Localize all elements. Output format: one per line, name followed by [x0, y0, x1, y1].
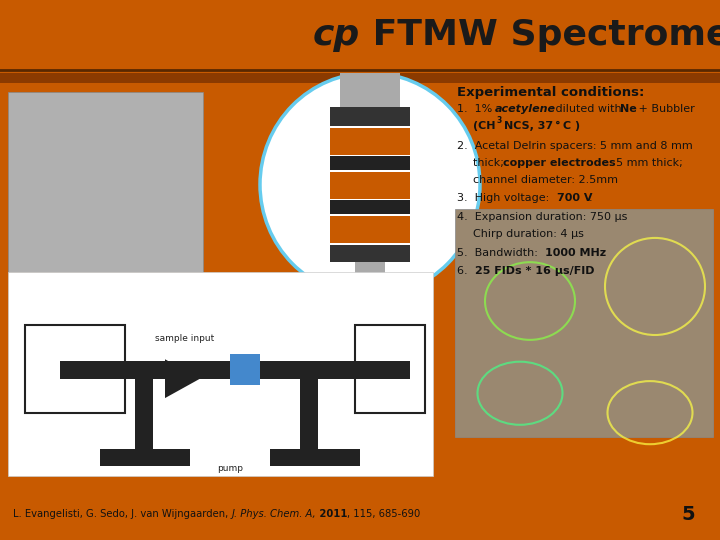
Bar: [290, 361, 410, 379]
Bar: [230, 354, 260, 386]
Text: FTMW Spectrometer: FTMW Spectrometer: [360, 18, 720, 52]
Text: C ): C ): [563, 121, 580, 131]
Text: Experimental conditions:: Experimental conditions:: [457, 85, 644, 98]
Text: J. Phys. Chem. A,: J. Phys. Chem. A,: [231, 509, 316, 519]
Text: + Bubbler: + Bubbler: [635, 104, 695, 114]
Text: 3.  High voltage:: 3. High voltage:: [457, 193, 553, 204]
Bar: [330, 128, 410, 156]
Text: L. Evangelisti, G. Sedo, J. van Wijngaarden,: L. Evangelisti, G. Sedo, J. van Wijngaar…: [13, 509, 231, 519]
Bar: [135, 379, 153, 451]
Bar: [355, 262, 385, 282]
Bar: [330, 245, 410, 262]
Text: Ne: Ne: [620, 104, 636, 114]
Bar: [340, 73, 400, 107]
Text: 1.  1%: 1. 1%: [457, 104, 496, 114]
Text: diluted with: diluted with: [552, 104, 625, 114]
Text: : 5 mm thick;: : 5 mm thick;: [609, 158, 683, 168]
Text: acetylene: acetylene: [495, 104, 556, 114]
Text: NCS, 37: NCS, 37: [504, 121, 553, 131]
Bar: [455, 209, 713, 437]
Ellipse shape: [260, 73, 480, 296]
Bar: [8, 92, 203, 272]
Text: (CH: (CH: [473, 121, 495, 131]
Bar: [355, 325, 425, 413]
Text: 6.: 6.: [457, 266, 474, 276]
Bar: [270, 449, 360, 466]
Bar: [330, 172, 410, 199]
Text: Chirp duration: 4 μs: Chirp duration: 4 μs: [473, 229, 584, 239]
Text: 2.  Acetal Delrin spacers: 5 mm and 8 mm: 2. Acetal Delrin spacers: 5 mm and 8 mm: [457, 141, 693, 151]
Bar: [60, 361, 360, 379]
Polygon shape: [165, 359, 200, 398]
Bar: [330, 215, 410, 243]
Bar: [0, 73, 720, 83]
Text: 5.  Bandwidth:: 5. Bandwidth:: [457, 248, 541, 258]
Text: 4.  Expansion duration: 750 μs: 4. Expansion duration: 750 μs: [457, 212, 627, 222]
Text: channel diameter: 2.5mm: channel diameter: 2.5mm: [473, 175, 618, 185]
Text: , 115, 685-690: , 115, 685-690: [348, 509, 420, 519]
Text: 2011: 2011: [316, 509, 348, 519]
Text: sample input: sample input: [155, 334, 215, 343]
Text: copper electrodes: copper electrodes: [503, 158, 616, 168]
Bar: [300, 379, 318, 451]
Text: .: .: [589, 193, 593, 204]
Bar: [330, 107, 410, 126]
Text: 25 FIDs * 16 μs/FID: 25 FIDs * 16 μs/FID: [475, 266, 595, 276]
Bar: [330, 157, 410, 170]
Bar: [8, 272, 433, 476]
Text: 3: 3: [497, 116, 503, 125]
Text: 5: 5: [681, 505, 695, 524]
Bar: [25, 325, 125, 413]
Text: cp: cp: [312, 18, 360, 52]
Text: pump: pump: [217, 464, 243, 473]
Text: 700 V: 700 V: [557, 193, 593, 204]
Text: thick;: thick;: [473, 158, 508, 168]
Bar: [330, 200, 410, 214]
Text: °: °: [555, 121, 561, 131]
Bar: [100, 449, 190, 466]
Text: 1000 MHz: 1000 MHz: [545, 248, 606, 258]
